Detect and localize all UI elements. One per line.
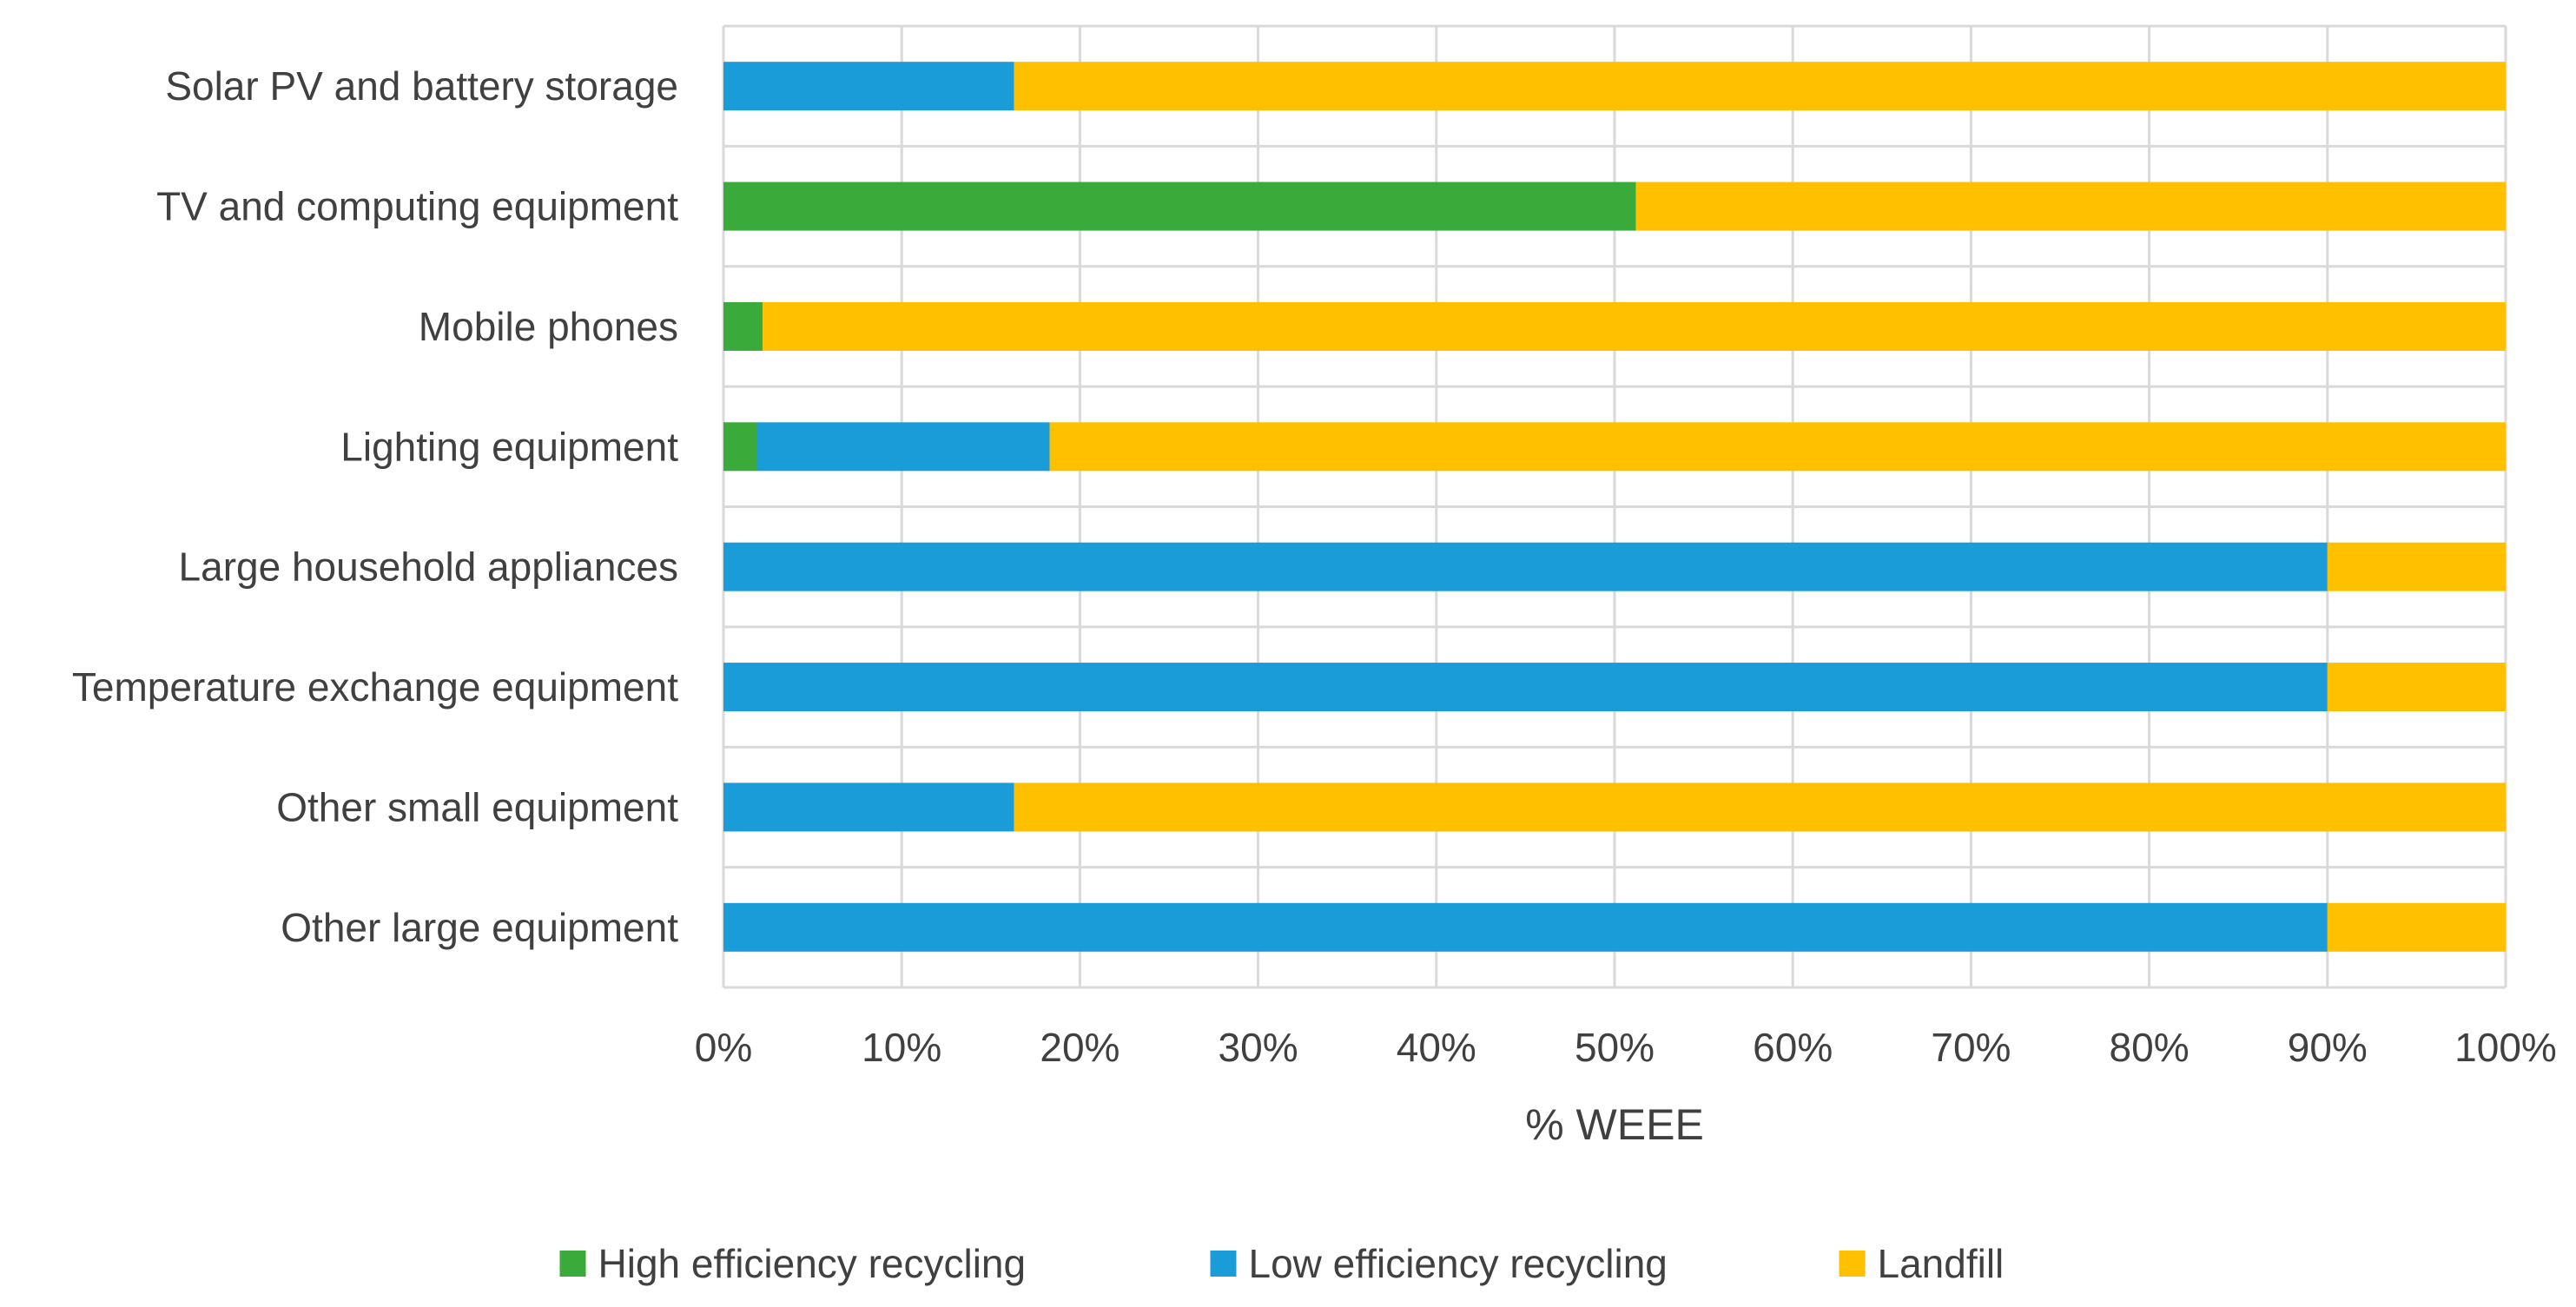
gridlines [722,24,2507,989]
bar-segment-low-efficiency-recycling [723,663,2328,712]
category-label: Mobile phones [419,304,678,349]
bar-segment-high-efficiency-recycling [723,422,757,472]
x-tick-label: 30% [1219,1025,1298,1070]
legend-swatch [559,1251,586,1277]
bar-segment-landfill [1014,782,2506,832]
category-label: Other large equipment [281,905,678,950]
x-tick-label: 70% [1931,1025,2011,1070]
x-tick-label: 20% [1040,1025,1120,1070]
bar-segment-landfill [1014,62,2506,111]
bar-segment-landfill [2327,542,2506,591]
legend-swatch [1210,1251,1237,1277]
bars [723,62,2506,952]
category-label: Lighting equipment [340,424,678,469]
category-label: Temperature exchange equipment [72,664,678,710]
x-tick-label: 100% [2454,1025,2557,1070]
category-label: Large household appliances [179,545,678,590]
category-labels: Solar PV and battery storage TV and compu… [72,63,678,950]
bar-segment-high-efficiency-recycling [723,301,763,351]
x-tick-label: 60% [1753,1025,1833,1070]
x-tick-label: 50% [1575,1025,1655,1070]
bar-segment-low-efficiency-recycling [756,422,1050,472]
x-tick-labels: 0% 10% 20% 30% 40% 50% 60% 70% 80% 90% 100% [695,1025,2557,1070]
bar-segment-landfill [2327,902,2506,952]
x-tick-label: 0% [695,1025,752,1070]
category-label: Other small equipment [276,784,678,829]
category-label: TV and computing equipment [156,184,678,229]
bar-segment-landfill [1049,422,2506,472]
bar-segment-landfill [2327,663,2506,712]
bar-segment-landfill [763,301,2506,351]
bar-segment-high-efficiency-recycling [723,182,1636,231]
x-tick-label: 90% [2288,1025,2368,1070]
x-tick-label: 40% [1397,1025,1476,1070]
legend: High efficiency recycling Low efficiency … [559,1241,2005,1286]
bar-segment-low-efficiency-recycling [723,542,2328,591]
x-tick-label: 80% [2110,1025,2190,1070]
bar-segment-low-efficiency-recycling [723,902,2328,952]
x-axis-title: % WEEE [1525,1100,1704,1149]
legend-label: Low efficiency recycling [1249,1241,1668,1286]
legend-label: High efficiency recycling [598,1241,1027,1286]
bar-segment-landfill [1635,182,2506,231]
bar-segment-low-efficiency-recycling [723,62,1014,111]
legend-label: Landfill [1878,1241,2005,1286]
x-tick-label: 10% [862,1025,941,1070]
category-label: Solar PV and battery storage [165,63,678,109]
legend-swatch [1839,1251,1866,1277]
bar-segment-low-efficiency-recycling [723,782,1014,832]
